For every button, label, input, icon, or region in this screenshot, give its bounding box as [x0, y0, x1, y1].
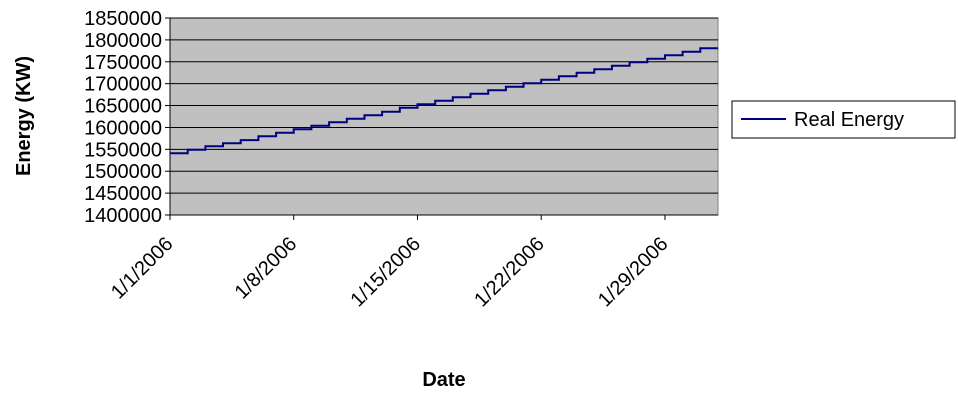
- legend: Real Energy: [731, 100, 956, 139]
- x-tick-label: 1/29/2006: [594, 233, 672, 311]
- y-tick-label: 1600000: [84, 117, 162, 139]
- x-tick-label: 1/1/2006: [107, 233, 178, 304]
- plot-area: [169, 17, 719, 216]
- y-tick-label: 1700000: [84, 74, 162, 96]
- y-tick-label: 1750000: [84, 52, 162, 74]
- x-tick-label: 1/8/2006: [231, 233, 302, 304]
- y-tick-label: 1650000: [84, 96, 162, 118]
- y-tick-label: 1450000: [84, 183, 162, 205]
- y-tick-label: 1400000: [84, 205, 162, 227]
- y-tick-label: 1800000: [84, 30, 162, 52]
- x-tick-label: 1/22/2006: [470, 233, 548, 311]
- y-axis-title: Energy (KW): [13, 56, 35, 176]
- legend-label-real-energy: Real Energy: [794, 109, 904, 131]
- x-axis-title: Date: [422, 369, 465, 391]
- series-line-real-energy: [170, 47, 718, 155]
- y-axis-ticks: 1400000145000015000001550000160000016500…: [84, 8, 170, 227]
- y-tick-label: 1550000: [84, 139, 162, 161]
- y-tick-label: 1500000: [84, 161, 162, 183]
- x-axis-ticks: 1/1/2006 1/8/2006 1/15/2006 1/22/2006 1/29/2…: [107, 215, 673, 311]
- y-tick-label: 1850000: [84, 8, 162, 30]
- x-tick-label: 1/15/2006: [347, 233, 425, 311]
- gridlines: [170, 17, 718, 194]
- series-layer: [170, 47, 718, 155]
